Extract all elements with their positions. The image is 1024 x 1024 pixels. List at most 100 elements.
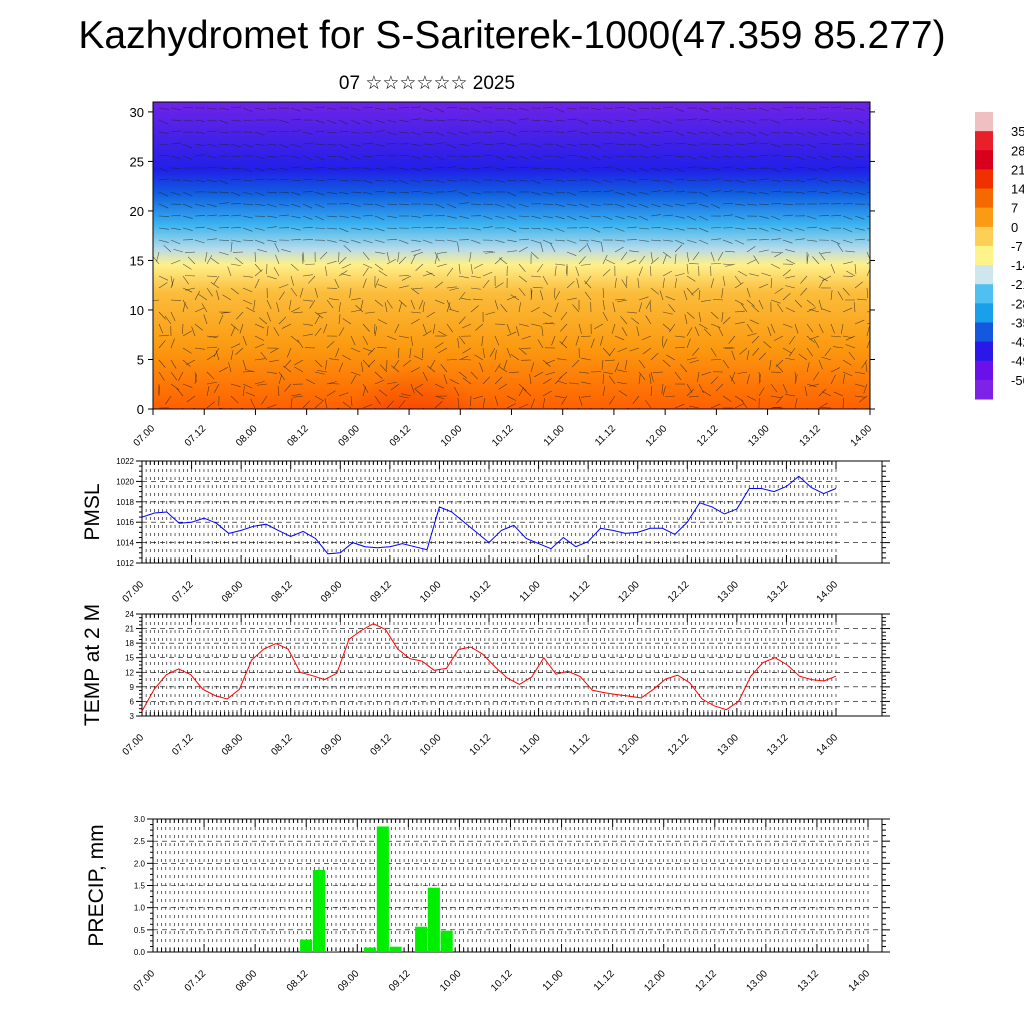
wind-vector [683,290,688,301]
wind-vector [475,323,484,331]
wind-vector [710,167,721,171]
wind-vector [542,398,545,409]
wind-vector [763,341,772,349]
wind-vector [674,273,685,277]
x-tick-label: 11.12 [567,579,592,604]
wind-vector [786,259,796,265]
wind-vector [386,299,393,309]
wind-vector [777,303,784,313]
wind-vector [662,154,673,157]
wind-vector [182,143,193,149]
wind-vector [824,347,832,357]
wind-vector [282,365,292,373]
wind-vector [818,106,829,109]
wind-vector [674,403,685,409]
wind-vector [626,226,637,229]
wind-vector [830,323,835,334]
wind-vector [518,130,529,133]
wind-vector [470,107,481,113]
wind-vector [314,371,325,375]
wind-vector [242,167,253,173]
wind-vector [518,287,526,297]
wind-vector [302,215,313,220]
wind-vector [804,386,808,397]
wind-vector [545,322,556,325]
wind-vector [822,275,832,282]
wind-vector [626,203,637,208]
wind-vector [566,191,577,196]
wind-vector [866,215,870,218]
wind-vector [391,365,400,373]
wind-vector [752,347,760,356]
wind-vector [235,311,244,320]
wind-vector [482,166,493,169]
wind-vector [374,371,383,379]
wind-vector [782,167,793,171]
wind-vector [314,287,319,298]
wind-vector [785,249,796,253]
wind-vector [434,239,445,242]
wind-vector [213,275,220,285]
wind-vector [618,390,628,397]
wind-vector [474,354,484,361]
wind-vector [734,155,745,159]
wind-vector [386,191,397,194]
wind-vector [614,131,625,135]
wind-vector [782,143,793,146]
y-tick-label: 25 [130,154,144,169]
wind-vector [518,155,529,160]
wind-vector [621,327,628,337]
wind-vector [398,239,409,244]
wind-vector [554,263,565,266]
wind-vector [210,257,220,265]
wind-vector [294,366,304,373]
wind-vector [722,131,733,135]
wind-vector [710,119,721,123]
wind-vector [386,107,397,110]
wind-vector [446,179,457,182]
wind-vector [218,131,229,133]
x-tick-label: 07.12 [183,423,209,449]
wind-vector [415,389,424,397]
wind-vector [794,227,805,231]
wind-vector [250,398,256,409]
wind-vector [397,251,400,262]
wind-vector [446,203,457,209]
wind-vector [698,131,709,134]
wind-vector [362,335,369,345]
wind-vector [632,395,640,404]
wind-vector [542,275,549,285]
wind-vector [530,155,541,160]
wind-vector [158,323,163,334]
wind-vector [710,203,721,209]
wind-vector [194,307,205,313]
wind-vector [746,259,757,265]
wind-vector [506,250,517,253]
x-tick-label: 07.12 [170,579,196,605]
wind-vector [650,214,661,217]
wind-vector [818,279,825,289]
wind-vector [554,167,565,171]
colorbar-tick-label: -21 [1011,277,1024,292]
wind-vector [218,227,230,229]
wind-vector [620,251,628,261]
wind-vector [398,399,406,409]
wind-vector [674,107,685,113]
wind-vector [182,275,189,285]
wind-vector [530,191,541,196]
wind-vector [302,142,313,145]
wind-vector [482,271,493,277]
y-tick-label: 20 [130,204,144,219]
wind-vector [458,215,469,219]
wind-vector [386,179,397,182]
pmsl-line [141,475,837,555]
wind-vector [367,347,376,356]
wind-vector [818,203,830,205]
wind-vector [170,155,181,160]
y-tick-label: 1018 [116,498,134,507]
wind-vector [554,227,565,232]
wind-vector [776,364,784,373]
wind-vector [662,106,673,109]
y-tick-label: 1.0 [134,904,146,913]
wind-vector [446,323,453,333]
